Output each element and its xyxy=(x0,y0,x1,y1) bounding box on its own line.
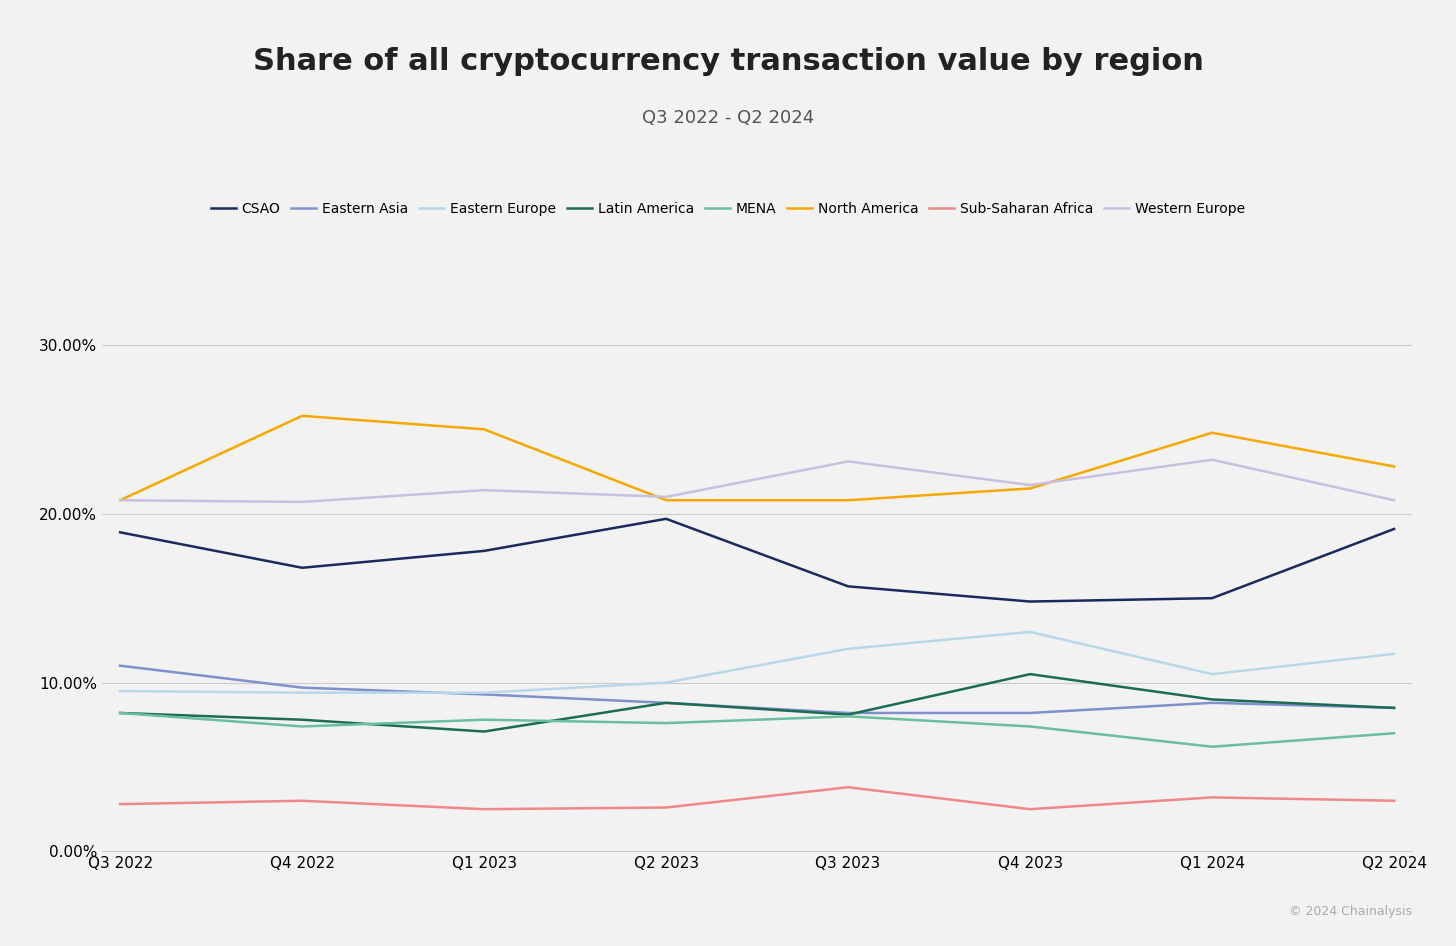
Latin America xyxy=(658,697,676,709)
Latin America xyxy=(294,714,312,726)
Line: North America: North America xyxy=(121,416,1395,500)
Western Europe xyxy=(475,484,492,496)
Line: CSAO: CSAO xyxy=(121,518,1395,602)
Latin America xyxy=(1386,702,1404,713)
North America xyxy=(658,495,676,506)
Text: Q3 2022 - Q2 2024: Q3 2022 - Q2 2024 xyxy=(642,109,814,128)
North America xyxy=(112,495,130,506)
Eastern Asia xyxy=(294,682,312,693)
Eastern Asia xyxy=(839,708,856,719)
North America xyxy=(1022,482,1040,494)
Eastern Asia xyxy=(475,689,492,700)
MENA xyxy=(658,717,676,728)
North America xyxy=(839,495,856,506)
Eastern Asia xyxy=(1386,702,1404,713)
MENA xyxy=(112,708,130,719)
Eastern Europe xyxy=(475,687,492,698)
MENA xyxy=(294,721,312,732)
Eastern Europe xyxy=(658,677,676,689)
Eastern Asia xyxy=(1022,708,1040,719)
Sub-Saharan Africa xyxy=(1022,803,1040,815)
Sub-Saharan Africa xyxy=(475,803,492,815)
Line: Sub-Saharan Africa: Sub-Saharan Africa xyxy=(121,787,1395,809)
Latin America xyxy=(1022,669,1040,680)
Eastern Europe xyxy=(839,643,856,655)
Eastern Europe xyxy=(294,687,312,698)
Latin America xyxy=(1204,693,1222,705)
CSAO xyxy=(475,545,492,556)
Line: Latin America: Latin America xyxy=(121,674,1395,731)
Western Europe xyxy=(1022,480,1040,491)
CSAO xyxy=(1022,596,1040,607)
Eastern Asia xyxy=(112,660,130,672)
CSAO xyxy=(1204,592,1222,604)
Legend: CSAO, Eastern Asia, Eastern Europe, Latin America, MENA, North America, Sub-Saha: CSAO, Eastern Asia, Eastern Europe, Lati… xyxy=(205,196,1251,221)
MENA xyxy=(1386,727,1404,739)
CSAO xyxy=(658,513,676,524)
North America xyxy=(1204,427,1222,438)
Sub-Saharan Africa xyxy=(1386,795,1404,806)
CSAO xyxy=(294,562,312,573)
Sub-Saharan Africa xyxy=(658,802,676,814)
Line: MENA: MENA xyxy=(121,713,1395,746)
Latin America xyxy=(112,708,130,719)
CSAO xyxy=(839,581,856,592)
Western Europe xyxy=(112,495,130,506)
Line: Eastern Asia: Eastern Asia xyxy=(121,666,1395,713)
Eastern Europe xyxy=(1386,648,1404,659)
Western Europe xyxy=(839,456,856,467)
Eastern Europe xyxy=(112,685,130,696)
MENA xyxy=(839,710,856,722)
Line: Western Europe: Western Europe xyxy=(121,460,1395,502)
Line: Eastern Europe: Eastern Europe xyxy=(121,632,1395,692)
MENA xyxy=(475,714,492,726)
Text: Share of all cryptocurrency transaction value by region: Share of all cryptocurrency transaction … xyxy=(252,47,1204,76)
Sub-Saharan Africa xyxy=(294,795,312,806)
Sub-Saharan Africa xyxy=(112,798,130,810)
Sub-Saharan Africa xyxy=(1204,792,1222,803)
Text: © 2024 Chainalysis: © 2024 Chainalysis xyxy=(1290,904,1412,918)
MENA xyxy=(1204,741,1222,752)
Western Europe xyxy=(1386,495,1404,506)
Latin America xyxy=(475,726,492,737)
Eastern Asia xyxy=(1204,697,1222,709)
MENA xyxy=(1022,721,1040,732)
Eastern Europe xyxy=(1204,669,1222,680)
Sub-Saharan Africa xyxy=(839,781,856,793)
Eastern Asia xyxy=(658,697,676,709)
North America xyxy=(475,424,492,435)
Western Europe xyxy=(294,497,312,508)
Western Europe xyxy=(658,491,676,502)
CSAO xyxy=(1386,523,1404,534)
North America xyxy=(294,411,312,422)
CSAO xyxy=(112,527,130,538)
North America xyxy=(1386,461,1404,472)
Western Europe xyxy=(1204,454,1222,465)
Eastern Europe xyxy=(1022,626,1040,638)
Latin America xyxy=(839,709,856,720)
